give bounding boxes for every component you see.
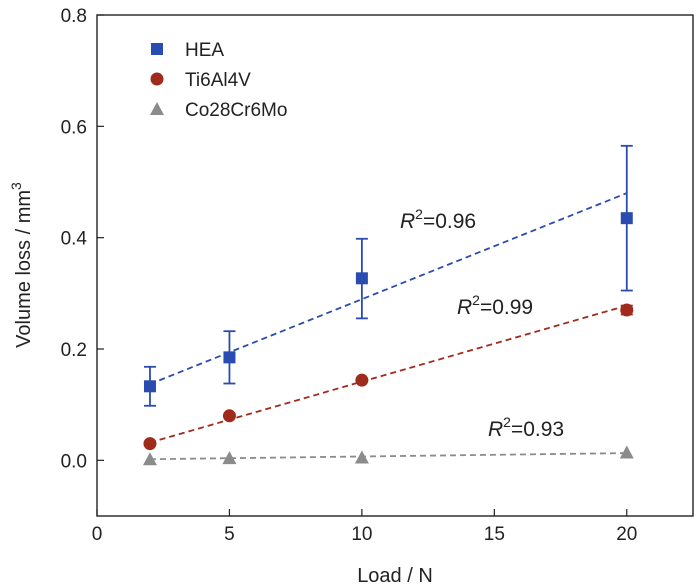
legend-marker-hea bbox=[151, 43, 163, 55]
fit-line-co28cr6mo bbox=[149, 452, 627, 461]
point-hea-3 bbox=[620, 212, 633, 225]
data-points bbox=[142, 212, 634, 466]
point-ti6al4v-2 bbox=[355, 373, 369, 387]
legend-label-ti6al4v: Ti6Al4V bbox=[185, 70, 251, 91]
y-tick-label-1: 0.2 bbox=[61, 340, 87, 361]
axis-ticks: 0 5 10 15 20 0.0 0.2 0.4 0.6 0.8 bbox=[61, 6, 638, 545]
y-tick-label-3: 0.6 bbox=[61, 117, 87, 138]
r2-label-ti6al4v: R2=0.99 bbox=[457, 292, 533, 319]
point-co28cr6mo-2 bbox=[354, 450, 369, 464]
r2-label-hea: R2=0.96 bbox=[400, 206, 476, 233]
point-co28cr6mo-3 bbox=[619, 445, 634, 459]
point-hea-2 bbox=[355, 272, 368, 285]
x-tick-label-4: 20 bbox=[616, 524, 637, 545]
x-tick-label-1: 5 bbox=[224, 524, 235, 545]
point-co28cr6mo-0 bbox=[142, 452, 157, 466]
x-tick-label-0: 0 bbox=[92, 524, 103, 545]
legend-label-hea: HEA bbox=[185, 40, 224, 61]
fit-line-hea bbox=[149, 192, 628, 385]
x-tick-label-2: 10 bbox=[351, 524, 372, 545]
point-hea-0 bbox=[143, 380, 156, 393]
r2-annotations: R2=0.96 R2=0.99 R2=0.93 bbox=[400, 206, 564, 441]
y-axis-title-sup: 3 bbox=[8, 182, 24, 190]
y-tick-label-2: 0.4 bbox=[61, 229, 88, 250]
point-ti6al4v-0 bbox=[143, 437, 157, 451]
error-bars bbox=[143, 144, 633, 407]
legend-marker-ti6al4v bbox=[150, 72, 164, 86]
legend-label-co28cr6mo: Co28Cr6Mo bbox=[185, 100, 287, 121]
x-axis-title: Load / N bbox=[357, 565, 433, 587]
legend-marker-co28cr6mo bbox=[150, 102, 164, 115]
point-co28cr6mo-1 bbox=[222, 451, 237, 465]
y-axis-title-main: Volume loss / mm bbox=[13, 190, 35, 348]
y-axis-title: Volume loss / mm3 bbox=[8, 182, 35, 348]
y-tick-label-4: 0.8 bbox=[61, 6, 87, 27]
y-tick-label-0: 0.0 bbox=[61, 451, 87, 472]
legend: HEA Ti6Al4V Co28Cr6Mo bbox=[150, 40, 287, 121]
point-ti6al4v-3 bbox=[620, 303, 634, 317]
point-hea-1 bbox=[223, 351, 236, 364]
x-tick-label-3: 15 bbox=[484, 524, 505, 545]
plot-frame bbox=[96, 14, 694, 517]
r2-label-co28cr6mo: R2=0.93 bbox=[488, 414, 564, 441]
point-ti6al4v-1 bbox=[222, 409, 236, 423]
